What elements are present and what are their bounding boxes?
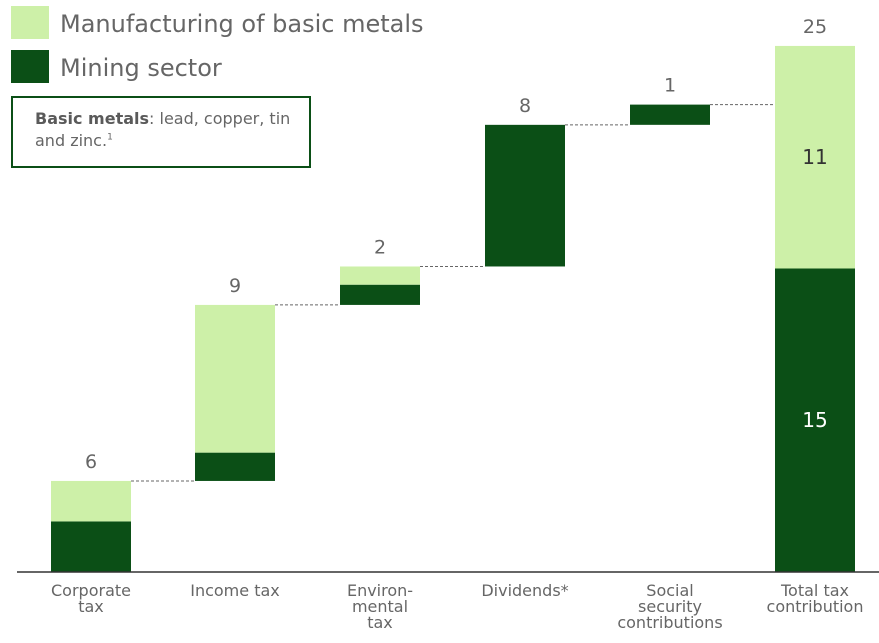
category-label-5-0: Total tax	[780, 581, 849, 600]
note-footnote-marker: 1	[107, 132, 113, 143]
total-label-1: 9	[229, 275, 241, 297]
category-label-4-2: contributions	[617, 613, 722, 632]
bar-basic-metals-5	[775, 45, 855, 269]
segment-label-mining-total: 15	[802, 408, 827, 432]
total-label-3: 8	[519, 95, 531, 117]
bar-mining-5	[775, 268, 855, 572]
total-label-4: 1	[664, 75, 676, 97]
legend-swatch-1	[11, 50, 49, 83]
category-label-5-1: contribution	[767, 597, 864, 616]
bar-mining-1	[195, 452, 275, 481]
legend-label-0: Manufacturing of basic metals	[60, 10, 424, 38]
note-text: : lead, copper, tin and zinc.	[35, 109, 291, 150]
bar-mining-0	[51, 521, 131, 572]
bar-mining-2	[340, 284, 420, 305]
category-label-3-0: Dividends*	[481, 581, 568, 600]
category-label-0-0: Corporate	[51, 581, 131, 600]
bar-basic-metals-0	[51, 480, 131, 522]
segment-label-basic-metals-total: 11	[802, 145, 827, 169]
bar-mining-3	[485, 124, 565, 267]
legend-label-1: Mining sector	[60, 54, 222, 82]
total-label-2: 2	[374, 236, 386, 258]
category-label-4-1: security	[638, 597, 702, 616]
bar-mining-4	[630, 104, 710, 125]
category-label-2-2: tax	[367, 613, 393, 632]
category-label-2-0: Environ-	[347, 581, 413, 600]
category-label-0-1: tax	[78, 597, 104, 616]
category-label-1-0: Income tax	[190, 581, 280, 600]
category-label-4-0: Social	[646, 581, 693, 600]
total-label-5: 25	[803, 16, 827, 38]
legend-swatch-0	[11, 6, 49, 39]
total-label-0: 6	[85, 451, 97, 473]
bar-basic-metals-2	[340, 266, 420, 285]
category-label-2-1: mental	[352, 597, 408, 616]
basic-metals-note: Basic metals: lead, copper, tin and zinc…	[11, 96, 311, 168]
bar-basic-metals-1	[195, 304, 275, 453]
note-bold-term: Basic metals	[35, 109, 150, 128]
